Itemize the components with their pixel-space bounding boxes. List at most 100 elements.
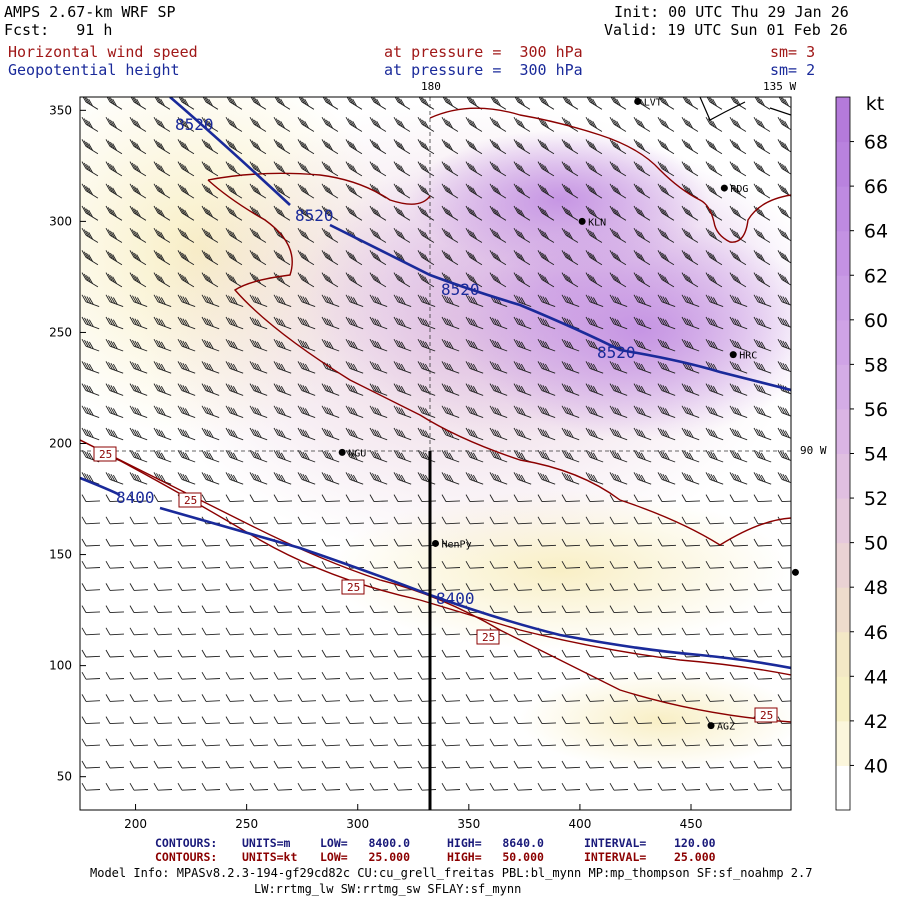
wind-barb — [393, 694, 413, 702]
wind-barb — [753, 494, 773, 503]
wind-barb — [681, 560, 701, 569]
wind-barb — [513, 449, 532, 463]
wind-barb — [441, 738, 461, 747]
wind-barb — [177, 205, 195, 221]
wind-barb — [561, 338, 580, 352]
wind-barb — [753, 649, 773, 658]
height-contours — [80, 97, 791, 670]
wind-barb — [729, 560, 749, 569]
wind-barb — [729, 427, 748, 441]
wind-barb — [657, 405, 676, 419]
wind-barb — [585, 605, 605, 614]
wind-barb — [513, 316, 532, 330]
wind-barb — [105, 338, 124, 352]
wind-barb — [129, 361, 148, 374]
wind-barb — [609, 671, 629, 680]
wind-barb — [489, 139, 507, 155]
wind-barb — [537, 361, 556, 374]
wind-barb — [537, 716, 557, 725]
wind-barb — [201, 738, 221, 747]
colorbar-tick-label: 40 — [864, 755, 888, 777]
contour2-low: LOW= 25.000 — [320, 850, 411, 864]
wind-barb — [273, 161, 291, 177]
wind-barb — [513, 760, 533, 769]
wind-barb — [754, 97, 771, 110]
wind-barb — [225, 494, 245, 503]
wind-barb — [465, 205, 483, 221]
wind-barb — [705, 782, 725, 791]
lon-180-label: 180 — [421, 80, 441, 93]
wind-barb — [609, 738, 629, 747]
wind-barb — [129, 139, 147, 155]
wind-barb — [441, 649, 461, 658]
wind-barb — [81, 161, 99, 177]
wind-barb — [777, 627, 791, 636]
wind-barb — [369, 227, 387, 243]
wind-barb — [537, 338, 556, 352]
wind-barb — [129, 716, 149, 725]
wind-barb — [105, 583, 125, 591]
wind-barb — [729, 538, 749, 547]
colorbar-swatch — [836, 230, 850, 276]
station-label: LVT — [644, 97, 662, 108]
wind-barb — [465, 116, 483, 132]
wind-barb — [105, 139, 123, 155]
wind-barb — [633, 583, 653, 591]
wind-barb — [657, 205, 675, 221]
wind-barb — [153, 139, 171, 155]
wind-barb — [273, 472, 292, 485]
wind-barb — [657, 116, 675, 132]
wind-barb — [441, 250, 459, 266]
wind-barb — [201, 272, 219, 288]
wind-barb — [177, 272, 195, 288]
wind-barb — [609, 294, 628, 308]
wind-barb — [321, 250, 339, 266]
wind-barb — [777, 583, 791, 591]
speed-label: 25 — [347, 581, 360, 594]
wind-barb — [777, 516, 791, 525]
station-markers: LVT RDG KLN HRC NGU HenPy AGZ — [338, 97, 799, 733]
wind-barb — [442, 97, 459, 110]
wind-barb — [297, 361, 316, 374]
wind-barb — [489, 649, 509, 658]
wind-barb — [81, 538, 101, 547]
wind-barb — [129, 760, 149, 769]
wind-barb — [129, 649, 149, 658]
wind-barb — [753, 183, 771, 199]
wind-barb — [777, 649, 791, 658]
x-tick-label: 300 — [346, 817, 369, 831]
wind-barb — [561, 472, 580, 485]
wind-barb — [633, 449, 652, 463]
wind-barb — [729, 316, 748, 330]
wind-barb — [609, 183, 627, 199]
wind-barb — [489, 694, 509, 702]
wind-barb — [297, 694, 317, 702]
wind-barb — [153, 649, 173, 658]
wind-barb — [297, 583, 317, 591]
wind-barb — [201, 782, 221, 791]
wind-barb — [537, 183, 555, 199]
wind-barb — [609, 383, 628, 396]
wind-barb — [177, 538, 197, 547]
wind-barb — [393, 538, 413, 547]
wind-barb — [249, 538, 269, 547]
wind-barb — [657, 161, 675, 177]
wind-barb — [249, 516, 269, 525]
wind-barb — [585, 716, 605, 725]
wind-barb — [489, 272, 507, 288]
contour2-units: UNITS=kt — [242, 850, 298, 864]
wind-barb — [585, 338, 604, 352]
wind-barb — [585, 250, 603, 266]
wind-barb — [489, 405, 508, 419]
wind-barb — [441, 472, 460, 485]
wind-barb — [633, 671, 653, 680]
wind-barb — [489, 116, 507, 132]
wind-barb — [633, 516, 653, 525]
colorbar-swatch — [836, 587, 850, 633]
wind-barb — [153, 361, 172, 374]
wind-barb — [393, 472, 412, 485]
wind-barb — [177, 627, 197, 636]
wind-barb — [393, 516, 413, 525]
y-tick-label: 350 — [49, 103, 72, 117]
wind-barb — [633, 161, 651, 177]
